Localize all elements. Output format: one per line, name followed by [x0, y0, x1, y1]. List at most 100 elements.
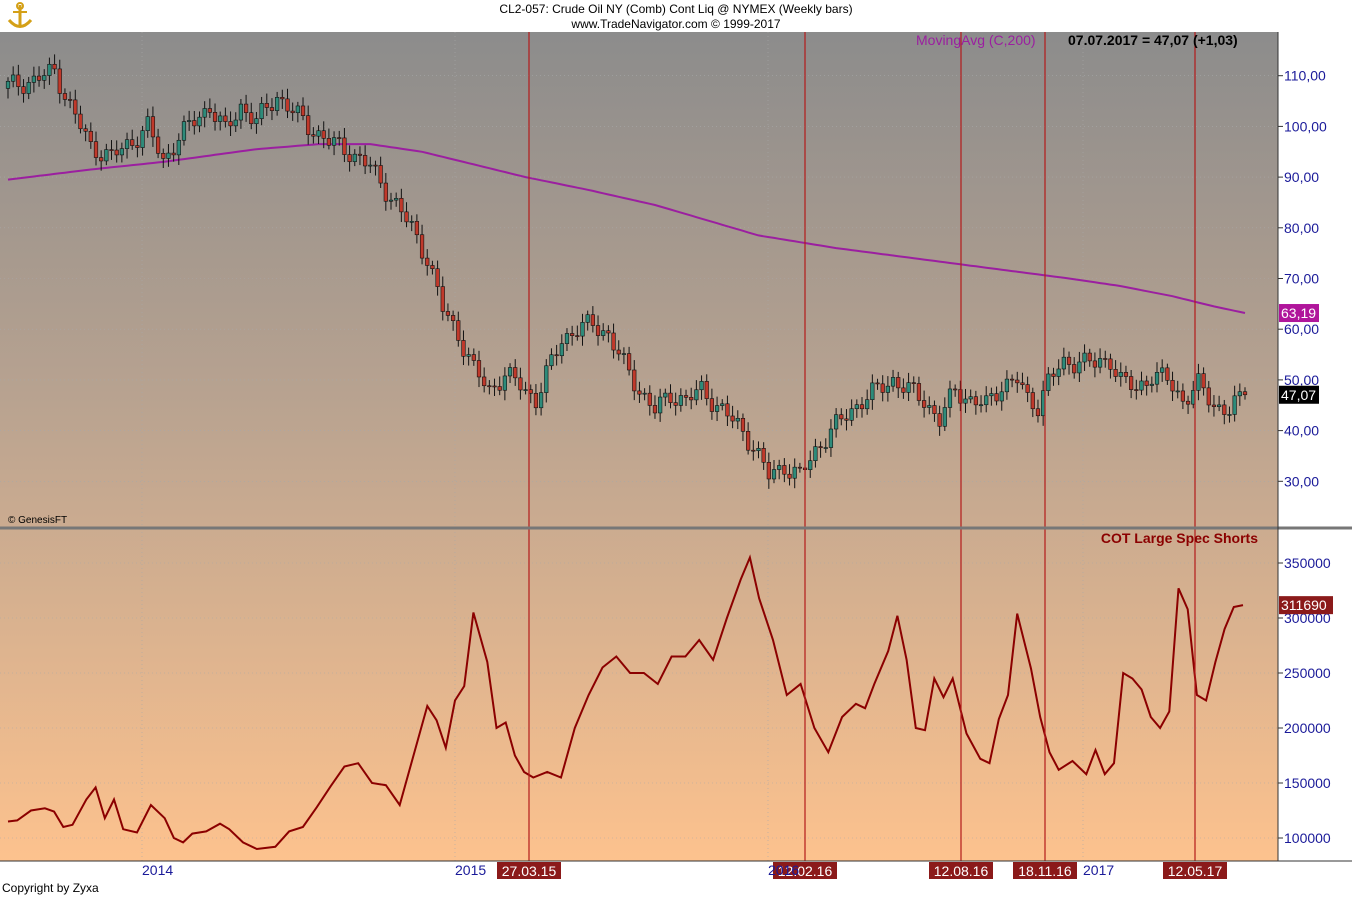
ma-indicator-value: 07.07.2017 = 47,07 (+1,03) [1068, 32, 1238, 48]
price-candle [435, 260, 440, 296]
price-candle [295, 101, 300, 123]
price-candle [1025, 376, 1030, 403]
price-candle [388, 192, 394, 210]
price-candle [1123, 365, 1129, 384]
price-candle [1227, 406, 1232, 423]
cot-line [7, 554, 1244, 851]
price-candle [916, 376, 922, 406]
price-candle [409, 215, 414, 232]
price-candle [683, 389, 689, 406]
price-candle [5, 77, 11, 99]
price-candle [212, 103, 218, 131]
price-candle [865, 389, 870, 415]
price-candle [99, 150, 104, 171]
price-candle [626, 346, 632, 376]
moving-average-line [7, 143, 1246, 314]
price-candle [1082, 344, 1087, 371]
price-candle [927, 396, 932, 415]
price-candle [430, 260, 435, 275]
price-candle [202, 101, 207, 128]
price-candle [1154, 362, 1160, 393]
event-label-box [1163, 862, 1227, 879]
price-candle [1170, 371, 1175, 401]
price-candle [207, 98, 212, 118]
price-candle [1103, 350, 1108, 368]
price-candle [590, 306, 595, 333]
price-candle [533, 384, 539, 416]
ma-last-value: 63,19 [1281, 305, 1316, 321]
event-label-box [1013, 862, 1077, 879]
price-candle [378, 156, 383, 188]
price-candle [36, 66, 42, 87]
price-candle [720, 399, 725, 411]
price-candle [461, 330, 466, 366]
price-candle [316, 125, 321, 145]
price-candle [1185, 395, 1191, 414]
cot-tick-label: 350000 [1284, 555, 1331, 571]
price-candle [357, 146, 363, 166]
price-candle [373, 160, 378, 176]
price-candle [218, 111, 223, 131]
price-candle [492, 378, 497, 396]
x-tick-label: 2016 [768, 862, 799, 878]
price-candle [280, 89, 285, 109]
price-candle [513, 359, 518, 386]
price-candle [502, 367, 507, 401]
price-candle [1201, 367, 1206, 396]
price-candle [1087, 348, 1092, 367]
price-candle [1097, 348, 1103, 374]
price-candle [363, 145, 368, 175]
price-candle [228, 111, 233, 136]
price-candle [797, 462, 802, 473]
price-candle [155, 128, 161, 159]
price-candle [539, 382, 544, 416]
price-candle [52, 54, 57, 75]
price-candle [497, 376, 502, 396]
price-candle [93, 131, 99, 166]
price-candle [668, 384, 673, 409]
price-candle [1139, 371, 1144, 396]
price-candle [880, 375, 885, 402]
price-candle [958, 380, 963, 412]
price-candle [658, 388, 663, 422]
price-candle [854, 399, 859, 418]
price-candle [942, 397, 947, 431]
price-candle [973, 390, 978, 415]
price-candle [243, 94, 249, 122]
price-candle [518, 367, 523, 400]
price-candle [181, 115, 187, 146]
price-candle [549, 348, 554, 370]
price-candle [585, 310, 590, 331]
price-candle [1165, 363, 1170, 385]
price-candle [621, 347, 627, 365]
price-candle [777, 459, 782, 480]
price-candle [73, 89, 78, 124]
price-candle [689, 387, 694, 410]
ma-last-value-box [1279, 304, 1319, 323]
cot-tick-label: 100000 [1284, 830, 1331, 846]
chart-source: www.TradeNavigator.com © 1999-2017 [571, 17, 781, 31]
price-candle [440, 276, 445, 321]
price-candle [859, 397, 865, 418]
price-tick-label: 80,00 [1284, 220, 1319, 236]
price-candle [1009, 374, 1015, 388]
price-candle [766, 452, 771, 489]
price-candle [1015, 371, 1020, 393]
price-candle [145, 108, 150, 138]
watermark: © GenesisFT [8, 515, 67, 526]
price-candle [808, 450, 813, 478]
anchor-icon [7, 2, 33, 28]
price-tick-label: 110,00 [1284, 68, 1326, 84]
price-candle [1066, 351, 1072, 375]
price-candle [885, 376, 890, 402]
price-candle [601, 323, 606, 341]
price-candle [740, 413, 746, 442]
price-candle [456, 311, 461, 347]
price-candle [104, 143, 109, 166]
price-candle [109, 140, 114, 160]
price-candle [999, 381, 1004, 411]
moving-average-layer [7, 143, 1246, 314]
price-candle [564, 328, 570, 351]
price-candle [968, 389, 973, 404]
price-candle [673, 392, 678, 416]
